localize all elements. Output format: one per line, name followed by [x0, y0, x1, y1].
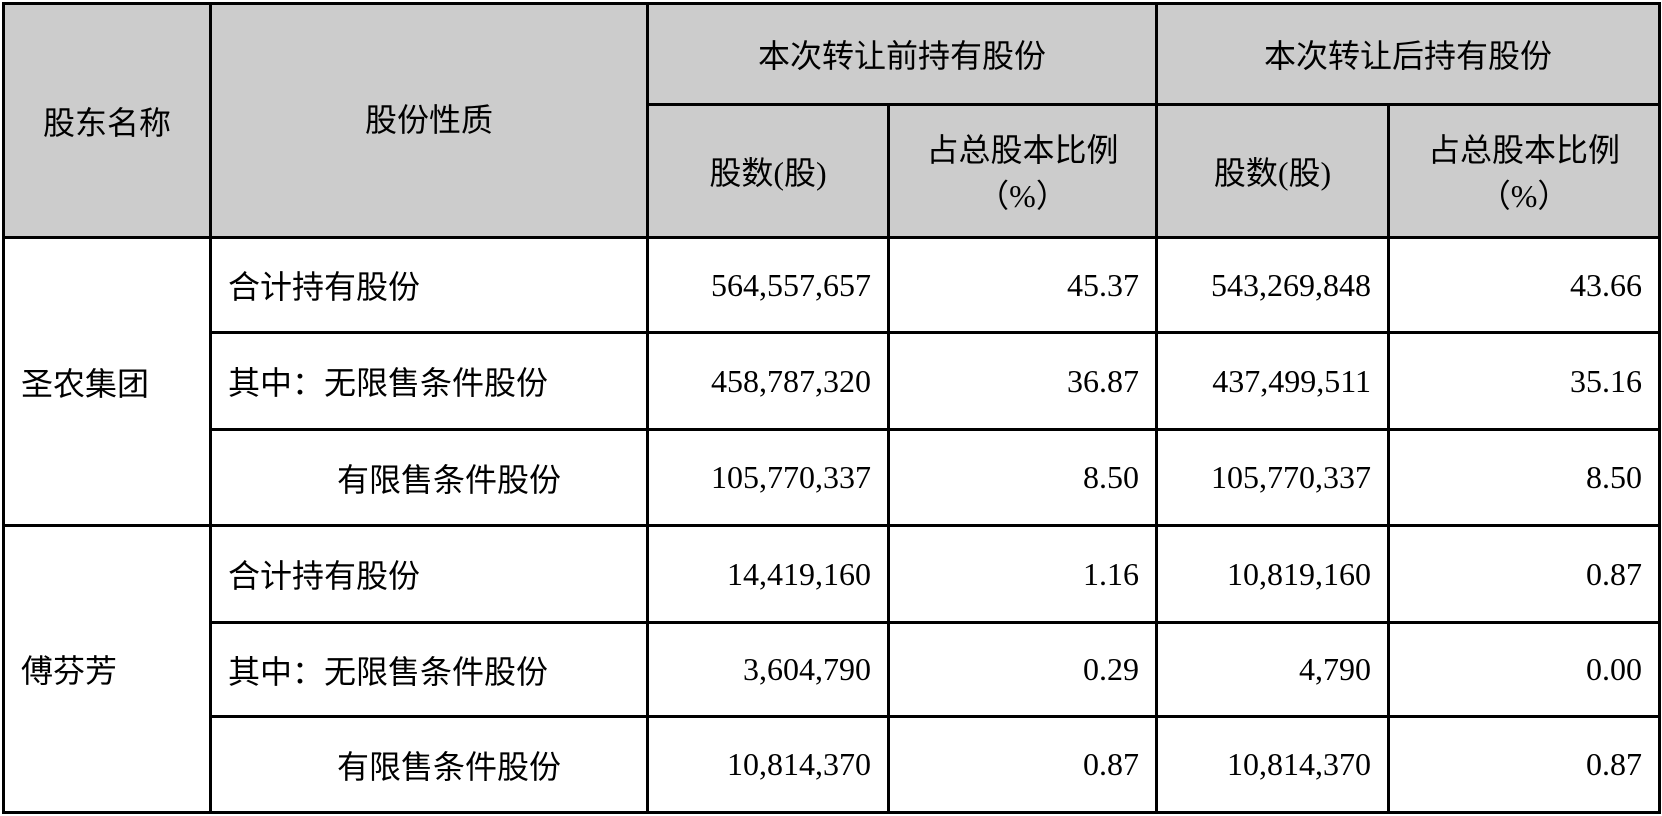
header-after: 本次转让后持有股份 [1155, 2, 1662, 106]
before-pct: 36.87 [886, 331, 1159, 431]
ratio-label: 占总股本比例 [1428, 132, 1621, 168]
after-shares: 10,819,160 [1155, 524, 1391, 624]
nature-cell: 合计持有股份 [209, 236, 649, 334]
before-shares: 564,557,657 [646, 236, 890, 334]
nature-cell: 合计持有股份 [209, 524, 649, 624]
header-nature-text: 股份性质 [364, 102, 493, 138]
before-pct: 1.16 [886, 524, 1159, 624]
shareholder-name: 圣农集团 [2, 236, 212, 527]
after-shares: 543,269,848 [1155, 236, 1391, 334]
ratio-label: 占总股本比例 [926, 132, 1119, 168]
nature-cell: 有限售条件股份 [209, 715, 649, 814]
after-pct: 43.66 [1387, 236, 1662, 334]
shareholder-name: 傅芬芳 [2, 524, 212, 814]
before-shares: 458,787,320 [646, 331, 890, 431]
before-pct: 0.87 [886, 715, 1159, 814]
ratio-unit: （%） [1478, 178, 1570, 214]
table-row: 有限售条件股份 105,770,337 8.50 105,770,337 8.5… [4, 428, 1662, 527]
before-pct: 8.50 [886, 428, 1159, 527]
header-after-shares: 股数(股) [1155, 103, 1391, 239]
after-pct: 0.87 [1387, 524, 1662, 624]
table-row: 其中：无限售条件股份 458,787,320 36.87 437,499,511… [4, 331, 1662, 431]
header-shareholder: 股东名称 [2, 2, 212, 239]
after-shares: 105,770,337 [1155, 428, 1391, 527]
after-shares: 4,790 [1155, 621, 1391, 718]
before-shares: 3,604,790 [646, 621, 890, 718]
table-row: 傅芬芳 合计持有股份 14,419,160 1.16 10,819,160 0.… [2, 524, 1662, 814]
table-row: 圣农集团 合计持有股份 564,557,657 45.37 543,269,84… [2, 236, 1662, 527]
header-before-ratio: 占总股本比例 （%） [886, 103, 1159, 239]
after-pct: 35.16 [1387, 331, 1662, 431]
before-shares: 14,419,160 [646, 524, 890, 624]
after-shares: 10,814,370 [1155, 715, 1391, 814]
header-after-ratio: 占总股本比例 （%） [1387, 103, 1662, 239]
header-nature: 股份性质 [209, 2, 649, 239]
after-pct: 8.50 [1387, 428, 1662, 527]
before-pct: 45.37 [886, 236, 1159, 334]
ratio-unit: （%） [977, 178, 1068, 214]
nature-cell: 其中：无限售条件股份 [209, 331, 649, 431]
nature-cell: 其中：无限售条件股份 [209, 621, 649, 718]
before-pct: 0.29 [886, 621, 1159, 718]
after-pct: 0.00 [1387, 621, 1662, 718]
before-shares: 105,770,337 [646, 428, 890, 527]
header-before: 本次转让前持有股份 [645, 2, 1159, 106]
nature-cell: 有限售条件股份 [209, 428, 649, 527]
after-shares: 437,499,511 [1155, 331, 1391, 431]
table-row: 有限售条件股份 10,814,370 0.87 10,814,370 0.87 [4, 715, 1662, 814]
after-pct: 0.87 [1387, 715, 1662, 814]
before-shares: 10,814,370 [646, 715, 890, 814]
header-before-shares: 股数(股) [646, 103, 890, 239]
table-row: 其中：无限售条件股份 3,604,790 0.29 4,790 0.00 [4, 621, 1662, 718]
